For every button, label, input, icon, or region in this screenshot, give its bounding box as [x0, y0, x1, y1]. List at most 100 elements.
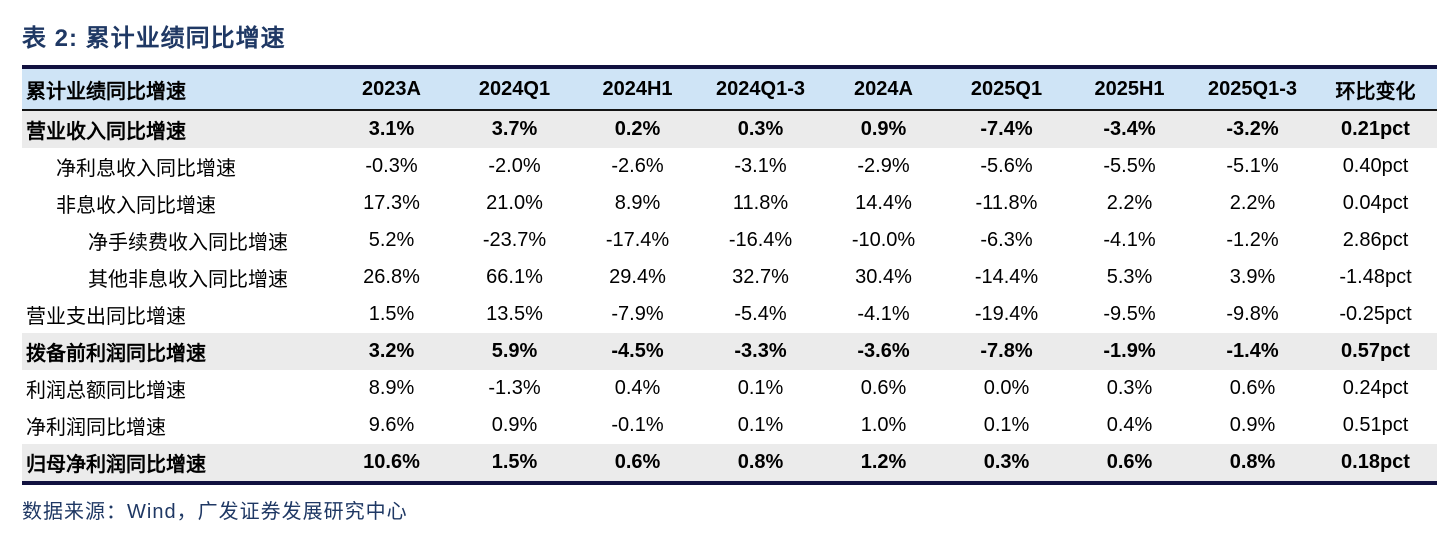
cell: 1.0% [860, 414, 907, 436]
cell: 0.2% [614, 118, 661, 140]
row-label: 营业支出同比增速 [26, 306, 186, 328]
row-label: 营业收入同比增速 [26, 121, 186, 143]
cell: -2.0% [488, 155, 541, 177]
cell: 2.2% [1229, 192, 1276, 214]
cell: 1.2% [860, 451, 907, 473]
table-header: 累计业绩同比增速 2023A 2024Q1 2024H1 2024Q1-3 2024A 20… [22, 67, 1437, 111]
header-cell-2024Q1-3: 2024Q1-3 [699, 67, 822, 111]
cell: 5.3% [1106, 266, 1153, 288]
cell: 0.57pct [1341, 340, 1410, 362]
cell: 0.3% [1106, 377, 1153, 399]
cell: 17.3% [363, 192, 420, 214]
table-row: 归母净利润同比增速 10.6% 1.5% 0.6% 0.8% 1.2% 0.3% 0.6% 0.… [22, 444, 1437, 483]
cell: 1.5% [368, 303, 415, 325]
cell: -5.1% [1226, 155, 1279, 177]
cell: 0.21pct [1341, 118, 1410, 140]
table-row: 营业支出同比增速 1.5% 13.5% -7.9% -5.4% -4.1% -19.4% -9… [22, 296, 1437, 333]
cell: 32.7% [732, 266, 789, 288]
cell: 66.1% [486, 266, 543, 288]
cell: 26.8% [363, 266, 420, 288]
header-cell-2025Q1-3: 2025Q1-3 [1191, 67, 1314, 111]
cell: 0.4% [1106, 414, 1153, 436]
cell: -3.4% [1103, 118, 1156, 140]
cell: -3.1% [734, 155, 787, 177]
cell: -16.4% [728, 229, 793, 251]
header-cell-2024Q1: 2024Q1 [453, 67, 576, 111]
source-note: 数据来源：Wind，广发证券发展研究中心 [22, 501, 408, 523]
cell: 0.40pct [1342, 155, 1409, 177]
cell: 5.9% [491, 340, 538, 362]
cell: 8.9% [368, 377, 415, 399]
cell: 0.6% [1106, 451, 1153, 473]
cell: -5.4% [734, 303, 787, 325]
row-label: 净利润同比增速 [26, 417, 166, 439]
cell: 2.86pct [1342, 229, 1409, 251]
cell: 8.9% [614, 192, 661, 214]
cell: -17.4% [605, 229, 670, 251]
cell: -2.6% [611, 155, 664, 177]
cell: 0.9% [491, 414, 538, 436]
cell: -1.3% [488, 377, 541, 399]
row-label: 归母净利润同比增速 [26, 454, 206, 476]
cell: 0.24pct [1342, 377, 1409, 399]
header-cell-2024H1: 2024H1 [576, 67, 699, 111]
cell: -10.0% [851, 229, 916, 251]
table-row: 净利息收入同比增速 -0.3% -2.0% -2.6% -3.1% -2.9% -5.6% -… [22, 148, 1437, 185]
cell: 3.2% [368, 340, 415, 362]
row-label: 净利息收入同比增速 [56, 158, 236, 180]
cell: -0.25pct [1339, 303, 1412, 325]
cell: -0.1% [611, 414, 664, 436]
cell: -3.3% [734, 340, 787, 362]
cell: 14.4% [855, 192, 912, 214]
row-label: 利润总额同比增速 [26, 380, 186, 402]
table-body: 营业收入同比增速 3.1% 3.7% 0.2% 0.3% 0.9% -7.4% -3.4% -3… [22, 110, 1437, 483]
cell: 0.1% [983, 414, 1030, 436]
cell: 0.9% [1229, 414, 1276, 436]
row-label: 其他非息收入同比增速 [88, 269, 288, 291]
header-cell-2023A: 2023A [330, 67, 453, 111]
table-row: 净利润同比增速 9.6% 0.9% -0.1% 0.1% 1.0% 0.1% 0.4% 0.9%… [22, 407, 1437, 444]
table-row: 营业收入同比增速 3.1% 3.7% 0.2% 0.3% 0.9% -7.4% -3.4% -3… [22, 110, 1437, 148]
cell: 0.6% [1229, 377, 1276, 399]
cell: 21.0% [486, 192, 543, 214]
cell: 0.0% [983, 377, 1030, 399]
cell: 0.8% [737, 451, 784, 473]
cell: 9.6% [368, 414, 415, 436]
cell: 29.4% [609, 266, 666, 288]
header-row: 累计业绩同比增速 2023A 2024Q1 2024H1 2024Q1-3 2024A 20… [22, 67, 1437, 111]
row-label: 非息收入同比增速 [56, 195, 216, 217]
cell: -23.7% [482, 229, 547, 251]
cell: -7.9% [611, 303, 664, 325]
table-row: 利润总额同比增速 8.9% -1.3% 0.4% 0.1% 0.6% 0.0% 0.3% 0.6… [22, 370, 1437, 407]
cell: 3.1% [368, 118, 415, 140]
cell: -14.4% [974, 266, 1039, 288]
cell: 2.2% [1106, 192, 1153, 214]
cell: -4.5% [611, 340, 664, 362]
cell: -4.1% [1103, 229, 1156, 251]
cell: -19.4% [974, 303, 1039, 325]
cell: 0.3% [737, 118, 784, 140]
cell: 0.3% [983, 451, 1030, 473]
cell: -1.9% [1103, 340, 1156, 362]
cell: -2.9% [857, 155, 910, 177]
cell: -6.3% [980, 229, 1033, 251]
cell: -5.5% [1103, 155, 1156, 177]
cell: 3.9% [1229, 266, 1276, 288]
header-cell-2024A: 2024A [822, 67, 945, 111]
table-row: 拨备前利润同比增速 3.2% 5.9% -4.5% -3.3% -3.6% -7.8% -1.… [22, 333, 1437, 370]
table-title: 表 2: 累计业绩同比增速 [22, 25, 286, 52]
cell: -0.3% [365, 155, 418, 177]
cell: 0.1% [737, 414, 784, 436]
cell: 0.6% [860, 377, 907, 399]
cell: 0.18pct [1341, 451, 1410, 473]
cell: 30.4% [855, 266, 912, 288]
cell: 0.4% [614, 377, 661, 399]
cell: -3.2% [1226, 118, 1279, 140]
cell: 0.9% [860, 118, 907, 140]
table-row: 非息收入同比增速 17.3% 21.0% 8.9% 11.8% 14.4% -11.8% 2.… [22, 185, 1437, 222]
cell: -11.8% [975, 192, 1038, 214]
cell: 0.51pct [1342, 414, 1409, 436]
header-cell-2025H1: 2025H1 [1068, 67, 1191, 111]
cell: 3.7% [491, 118, 538, 140]
cell: 13.5% [486, 303, 543, 325]
